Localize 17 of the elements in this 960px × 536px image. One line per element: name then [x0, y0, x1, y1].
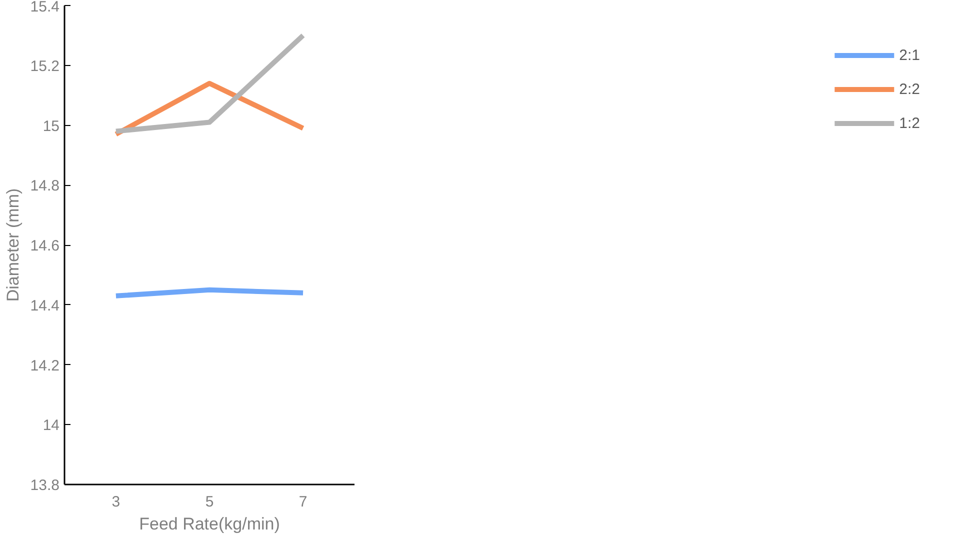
y-tick-label: 15: [42, 118, 60, 135]
y-tick-label: 14.2: [30, 357, 60, 374]
y-tick-label: 14.8: [30, 178, 60, 195]
legend-label: 2:2: [899, 80, 920, 98]
y-axis-title: Diameter (mm): [3, 188, 22, 302]
y-tick-label: 15.4: [30, 0, 60, 16]
y-tick-label: 15.2: [30, 58, 60, 75]
x-tick-label: 3: [112, 494, 120, 510]
x-axis-title: Feed Rate(kg/min): [139, 514, 280, 534]
x-tick-label: 7: [298, 494, 308, 510]
y-tick-label: 14.6: [30, 238, 60, 254]
y-tick-label: 14.4: [30, 297, 60, 314]
legend-label: 2:1: [899, 46, 920, 64]
legend-label: 1:2: [899, 114, 920, 132]
x-tick-label: 5: [205, 494, 214, 510]
y-tick-label: 14: [42, 417, 60, 434]
y-tick-label: 13.8: [30, 477, 60, 494]
